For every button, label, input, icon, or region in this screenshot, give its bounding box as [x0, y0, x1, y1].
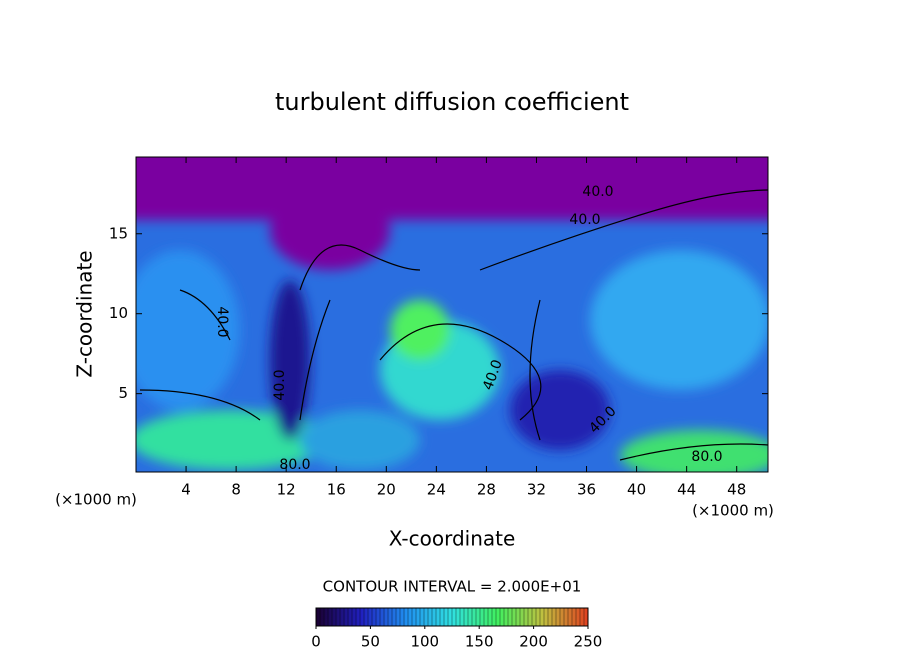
x-tick-label: 28 [477, 481, 496, 499]
contour-label: 40.0 [569, 212, 600, 228]
contour-label: 80.0 [279, 457, 310, 473]
x-tick-label: 12 [277, 481, 296, 499]
x-tick-label: 32 [527, 481, 546, 499]
colorbar-tick-label: 100 [410, 633, 439, 651]
field [136, 157, 768, 472]
x-tick-label: 4 [181, 481, 191, 499]
contour-label: 40.0 [582, 184, 613, 200]
colorbar-tick-label: 150 [465, 633, 494, 651]
contour-label: 40.0 [214, 306, 230, 337]
x-tick-label: 48 [727, 481, 746, 499]
plot-frame [135, 156, 769, 473]
colorbar-tick-label: 250 [574, 633, 603, 651]
x-tick-label: 24 [427, 481, 446, 499]
contour-label: 80.0 [691, 449, 722, 465]
y-tick-label: 5 [118, 384, 128, 402]
x-unit-label: (×1000 m) [55, 491, 137, 509]
y-tick-label: 10 [109, 304, 128, 322]
colorbar-tick-label: 200 [519, 633, 548, 651]
x-tick-label: 16 [327, 481, 346, 499]
x-tick-label: 8 [231, 481, 241, 499]
chart-title: turbulent diffusion coefficient [275, 88, 629, 116]
colorbar-tick-label: 0 [311, 633, 321, 651]
x-axis-label: X-coordinate [389, 527, 516, 551]
contour-label: 40.0 [272, 369, 288, 400]
x-tick-label: 36 [577, 481, 596, 499]
y-axis-label: Z-coordinate [73, 250, 97, 377]
colorbar-tick-label: 50 [361, 633, 380, 651]
x-tick-label: 40 [627, 481, 646, 499]
contour-interval: CONTOUR INTERVAL = 2.000E+01 [323, 578, 582, 596]
x-unit-label: (×1000 m) [692, 502, 774, 520]
x-tick-label: 20 [377, 481, 396, 499]
x-tick-label: 44 [677, 481, 696, 499]
y-tick-label: 15 [109, 224, 128, 242]
